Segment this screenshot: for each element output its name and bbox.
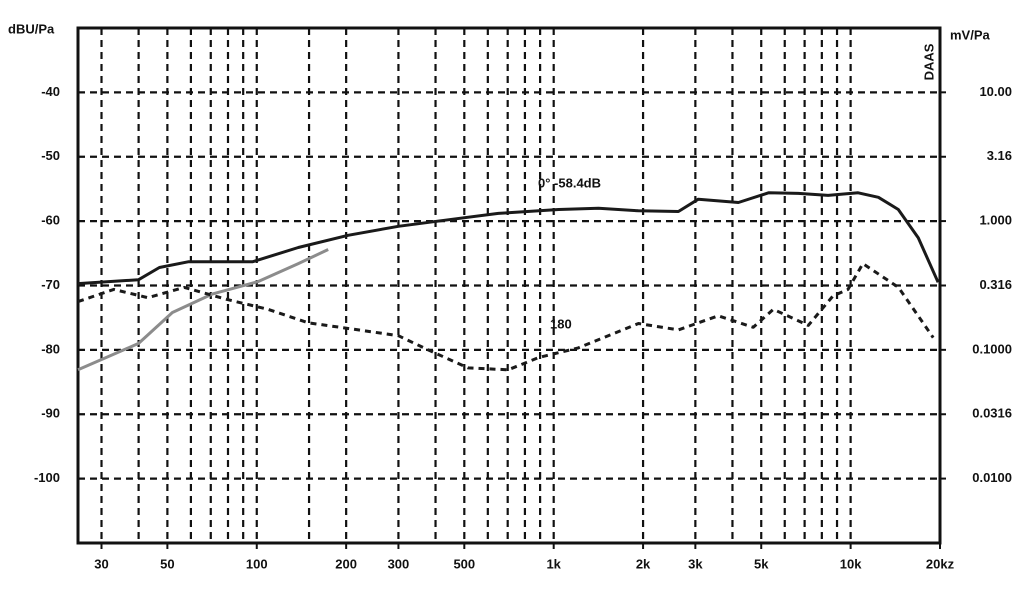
y2-axis-label: mV/Pa bbox=[950, 27, 991, 42]
brand: DAAS bbox=[921, 43, 936, 80]
x-tick-label: 50 bbox=[160, 556, 174, 571]
x-tick-label: 100 bbox=[246, 556, 268, 571]
x-tick-label: 30 bbox=[94, 556, 108, 571]
series-line bbox=[77, 262, 935, 372]
y2-tick-label: 1.000 bbox=[979, 213, 1012, 228]
y-tick-label: -40 bbox=[41, 84, 60, 99]
x-tick-label: 20kz bbox=[926, 556, 955, 571]
y-axis-label: dBU/Pa bbox=[8, 21, 55, 36]
x-tick-label: 2k bbox=[636, 556, 651, 571]
y-tick-label: -60 bbox=[41, 213, 60, 228]
y2-tick-label: 10.00 bbox=[979, 84, 1012, 99]
y2-tick-label: 0.316 bbox=[979, 277, 1012, 292]
series-line bbox=[77, 191, 940, 286]
y2-tick-label: 3.16 bbox=[987, 148, 1012, 163]
x-tick-label: 10k bbox=[840, 556, 862, 571]
x-tick-label: 1k bbox=[546, 556, 561, 571]
series-line bbox=[77, 248, 329, 372]
y-tick-label: -100 bbox=[34, 470, 60, 485]
plot-frame bbox=[76, 26, 942, 545]
x-tick-label: 500 bbox=[453, 556, 475, 571]
annotation: 180 bbox=[550, 316, 572, 331]
x-tick-label: 3k bbox=[688, 556, 703, 571]
y2-tick-label: 0.1000 bbox=[972, 341, 1012, 356]
x-tick-label: 300 bbox=[388, 556, 410, 571]
y2-tick-label: 0.0316 bbox=[972, 406, 1012, 421]
y-tick-label: -80 bbox=[41, 341, 60, 356]
y2-tick-label: 0.0100 bbox=[972, 470, 1012, 485]
y-tick-label: -70 bbox=[41, 277, 60, 292]
x-tick-label: 5k bbox=[754, 556, 769, 571]
y-tick-label: -90 bbox=[41, 406, 60, 421]
y-tick-label: -50 bbox=[41, 148, 60, 163]
annotation: 0° -58.4dB bbox=[538, 175, 601, 190]
x-tick-label: 200 bbox=[335, 556, 357, 571]
